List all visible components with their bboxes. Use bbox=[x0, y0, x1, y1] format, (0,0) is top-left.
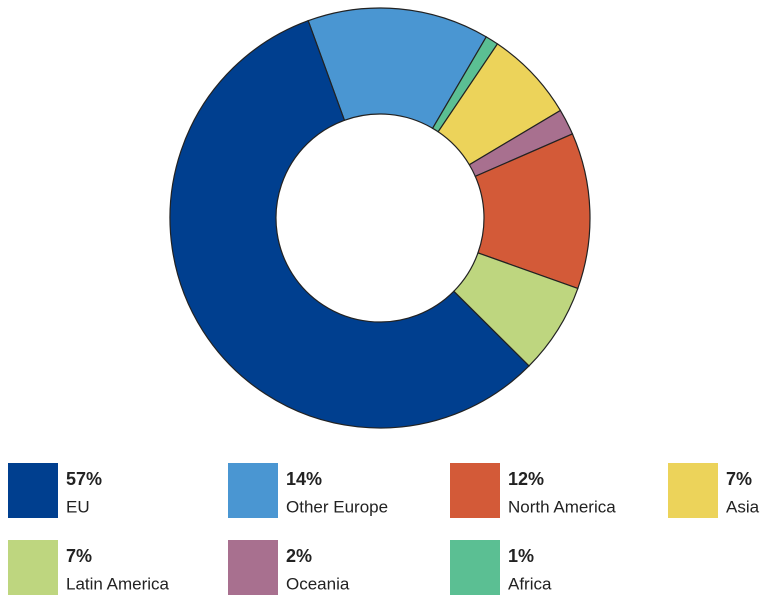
legend-swatch bbox=[450, 540, 500, 595]
legend-swatch bbox=[8, 463, 58, 518]
legend-swatch bbox=[228, 463, 278, 518]
legend-value: 7% bbox=[66, 546, 92, 566]
legend-label: Asia bbox=[726, 497, 760, 516]
legend-value: 1% bbox=[508, 546, 534, 566]
legend-label: Africa bbox=[508, 574, 552, 593]
legend-value: 57% bbox=[66, 469, 102, 489]
legend-swatch bbox=[668, 463, 718, 518]
legend-label: North America bbox=[508, 497, 616, 516]
legend-label: Other Europe bbox=[286, 497, 388, 516]
slice bbox=[307, 7, 488, 130]
legend-label: Oceania bbox=[286, 574, 350, 593]
legend-label: EU bbox=[66, 497, 90, 516]
legend-value: 14% bbox=[286, 469, 322, 489]
legend-label: Latin America bbox=[66, 574, 170, 593]
legend-swatch bbox=[228, 540, 278, 595]
legend-value: 2% bbox=[286, 546, 312, 566]
legend-swatch bbox=[450, 463, 500, 518]
legend-value: 7% bbox=[726, 469, 752, 489]
legend-swatch bbox=[8, 540, 58, 595]
slice bbox=[169, 19, 530, 429]
legend-value: 12% bbox=[508, 469, 544, 489]
